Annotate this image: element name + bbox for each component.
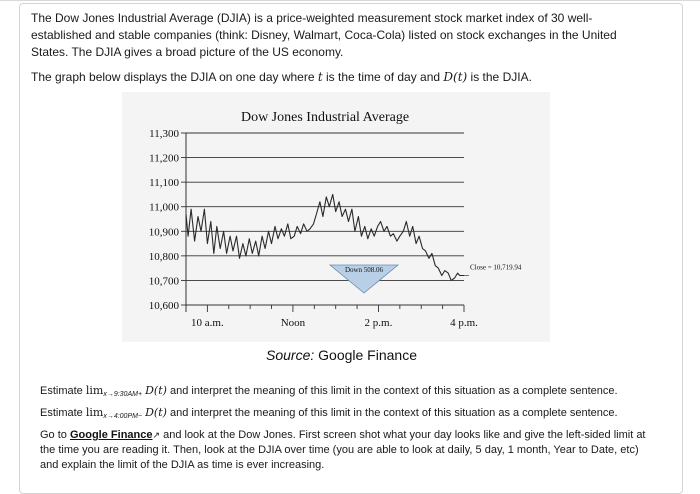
down-callout-shape bbox=[328, 264, 400, 294]
q3-suffix: and look at the Dow Jones. First screen … bbox=[40, 429, 646, 471]
q2-function: D(t) bbox=[145, 406, 167, 419]
google-finance-link[interactable]: Google Finance bbox=[69, 429, 153, 441]
source-label: Source: bbox=[266, 347, 315, 363]
source-name: Google Finance bbox=[318, 347, 417, 363]
djia-chart: Dow Jones Industrial Average 11,300 11,200… bbox=[149, 110, 522, 329]
close-annotation: Close = 10,719.94 bbox=[470, 264, 522, 272]
q1-prefix: Estimate bbox=[40, 385, 86, 397]
q1-lim: lim bbox=[85, 384, 104, 397]
graph-caption-suffix: is the DJIA. bbox=[467, 70, 532, 84]
djia-chart-figure: Dow Jones Industrial Average 11,300 11,200… bbox=[122, 92, 550, 342]
x-tick-label: 4 p.m. bbox=[450, 317, 478, 329]
y-tick-label: 10,900 bbox=[149, 226, 180, 238]
variable-t: t bbox=[317, 70, 323, 84]
q1-suffix: and interpret the meaning of this limit … bbox=[166, 385, 618, 397]
top-divider bbox=[0, 0, 700, 1]
graph-caption-prefix: The graph below displays the DJIA on one… bbox=[31, 70, 318, 84]
question-3: Go to Google Finance↗ and look at the Do… bbox=[40, 428, 660, 473]
chart-source: Source: Google Finance bbox=[266, 347, 417, 363]
q1-function: D(t) bbox=[145, 384, 167, 397]
y-tick-label: 11,100 bbox=[149, 177, 179, 189]
y-tick-label: 11,300 bbox=[149, 128, 179, 140]
function-d-of-t: D(t) bbox=[443, 70, 468, 84]
q2-prefix: Estimate bbox=[40, 407, 86, 419]
x-tick-label: 10 a.m. bbox=[191, 317, 224, 329]
y-tick-label: 11,200 bbox=[149, 153, 179, 165]
y-tick-label: 11,000 bbox=[149, 202, 179, 214]
external-link-icon[interactable]: ↗ bbox=[152, 430, 161, 440]
x-tick-label: Noon bbox=[281, 317, 306, 329]
y-tick-label: 10,800 bbox=[149, 251, 180, 263]
intro-paragraph: The Dow Jones Industrial Average (DJIA) … bbox=[31, 11, 617, 59]
q3-prefix: Go to bbox=[40, 429, 70, 441]
question-2: Estimate limx→4:00PM− D(t) and interpret… bbox=[40, 405, 660, 424]
y-tick-label: 10,700 bbox=[149, 275, 180, 287]
question-1: Estimate limx→9:30AM+ D(t) and interpret… bbox=[40, 383, 660, 402]
q2-suffix: and interpret the meaning of this limit … bbox=[166, 407, 618, 419]
q1-lim-subscript: x→9:30AM+ bbox=[103, 391, 143, 398]
graph-caption: The graph below displays the DJIA on one… bbox=[31, 69, 643, 86]
djia-series-line bbox=[185, 193, 464, 281]
q2-lim-subscript: x→4:00PM− bbox=[103, 413, 143, 420]
graph-caption-mid: is the time of day and bbox=[322, 70, 444, 84]
x-tick-label: 2 p.m. bbox=[365, 317, 393, 329]
chart-title: Dow Jones Industrial Average bbox=[241, 110, 409, 125]
q2-lim: lim bbox=[85, 406, 104, 419]
y-tick-label: 10,600 bbox=[149, 300, 180, 312]
down-annotation: Down 508.06 bbox=[345, 266, 384, 274]
